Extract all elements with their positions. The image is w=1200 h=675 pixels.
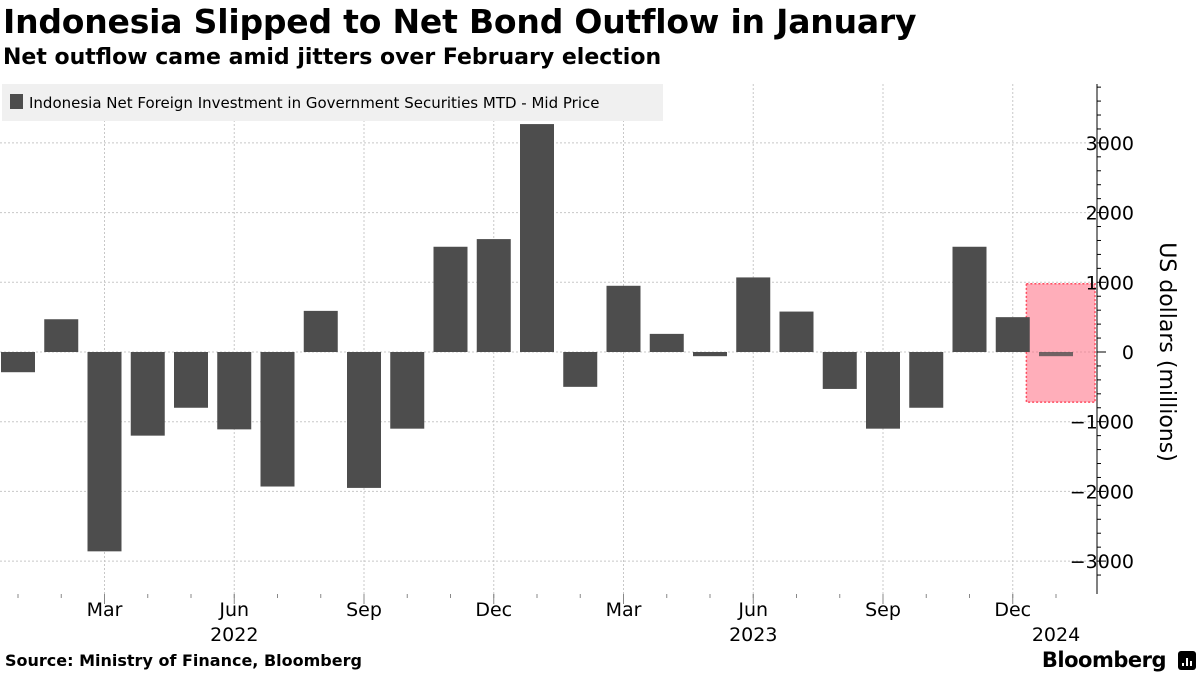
bar-2023-06	[736, 277, 771, 352]
x-year-label: 2023	[729, 624, 777, 646]
x-year-label: 2022	[210, 624, 258, 646]
y-axis-title: US dollars (millions)	[1154, 242, 1179, 462]
x-tick-label: Dec	[994, 599, 1031, 621]
legend-label: Indonesia Net Foreign Investment in Gove…	[29, 94, 599, 112]
bar-2022-02	[44, 319, 79, 352]
x-tick-label: Sep	[865, 599, 901, 621]
y-axis: 3000 2000 1000 0 −1000 −2000 −3000	[1070, 84, 1134, 594]
legend-swatch	[10, 94, 23, 109]
bar-2023-01	[520, 124, 554, 353]
legend: Indonesia Net Foreign Investment in Gove…	[2, 84, 663, 121]
y-tick-label: −1000	[1070, 412, 1134, 434]
chart-title: Indonesia Slipped to Net Bond Outflow in…	[3, 2, 917, 41]
x-tick-label: Jun	[737, 599, 768, 621]
bar-2022-03	[87, 352, 122, 552]
bar-2022-05	[174, 352, 208, 408]
y-tick-label: 3000	[1086, 133, 1134, 155]
bar-2023-11	[952, 246, 987, 352]
legend-background	[2, 84, 663, 121]
brand-logo-text: Bloomberg	[1041, 648, 1167, 672]
bar-2023-04	[649, 333, 684, 352]
x-tick-label: Jun	[218, 599, 249, 621]
bar-2023-07	[779, 311, 814, 352]
bar-2022-10	[390, 352, 425, 429]
bar-2024-01	[1039, 352, 1073, 357]
y-tick-label: 0	[1122, 342, 1134, 364]
bar-2023-09	[866, 352, 900, 429]
bar-2023-12	[995, 317, 1030, 352]
bar-2022-12	[476, 239, 511, 352]
x-axis: Mar Jun Sep Dec Mar Jun Sep Dec 2022 2023 2024	[17, 594, 1080, 646]
bar-2022-08	[303, 310, 338, 352]
bar-2022-06	[217, 352, 252, 430]
bloomberg-terminal-icon	[1178, 651, 1196, 670]
bar-2023-10	[909, 352, 944, 408]
y-tick-label: 1000	[1086, 272, 1134, 294]
x-tick-label: Mar	[87, 599, 123, 621]
bar-2022-11	[433, 246, 468, 352]
highlight-region	[1025, 282, 1096, 403]
source-note: Source: Ministry of Finance, Bloomberg	[5, 651, 362, 670]
x-tick-label: Mar	[606, 599, 642, 621]
y-tick-label: −2000	[1070, 481, 1134, 503]
y-tick-label: 2000	[1086, 203, 1134, 225]
chart-subtitle: Net outflow came amid jitters over Febru…	[3, 45, 662, 70]
bar-2023-03	[606, 285, 641, 352]
bar-2022-01	[1, 352, 35, 373]
highlight-box	[1025, 282, 1096, 403]
bar-2023-08	[822, 352, 857, 389]
bar-2022-09	[347, 352, 381, 488]
bar-series	[1, 124, 1073, 552]
bar-2022-07	[260, 352, 295, 487]
y-tick-label: −3000	[1070, 551, 1134, 573]
bar-2023-05	[693, 352, 727, 357]
bar-2022-04	[130, 352, 165, 436]
bar-2023-02	[563, 352, 598, 387]
x-tick-label: Dec	[475, 599, 512, 621]
x-tick-label: Sep	[346, 599, 382, 621]
x-year-label: 2024	[1032, 624, 1080, 646]
